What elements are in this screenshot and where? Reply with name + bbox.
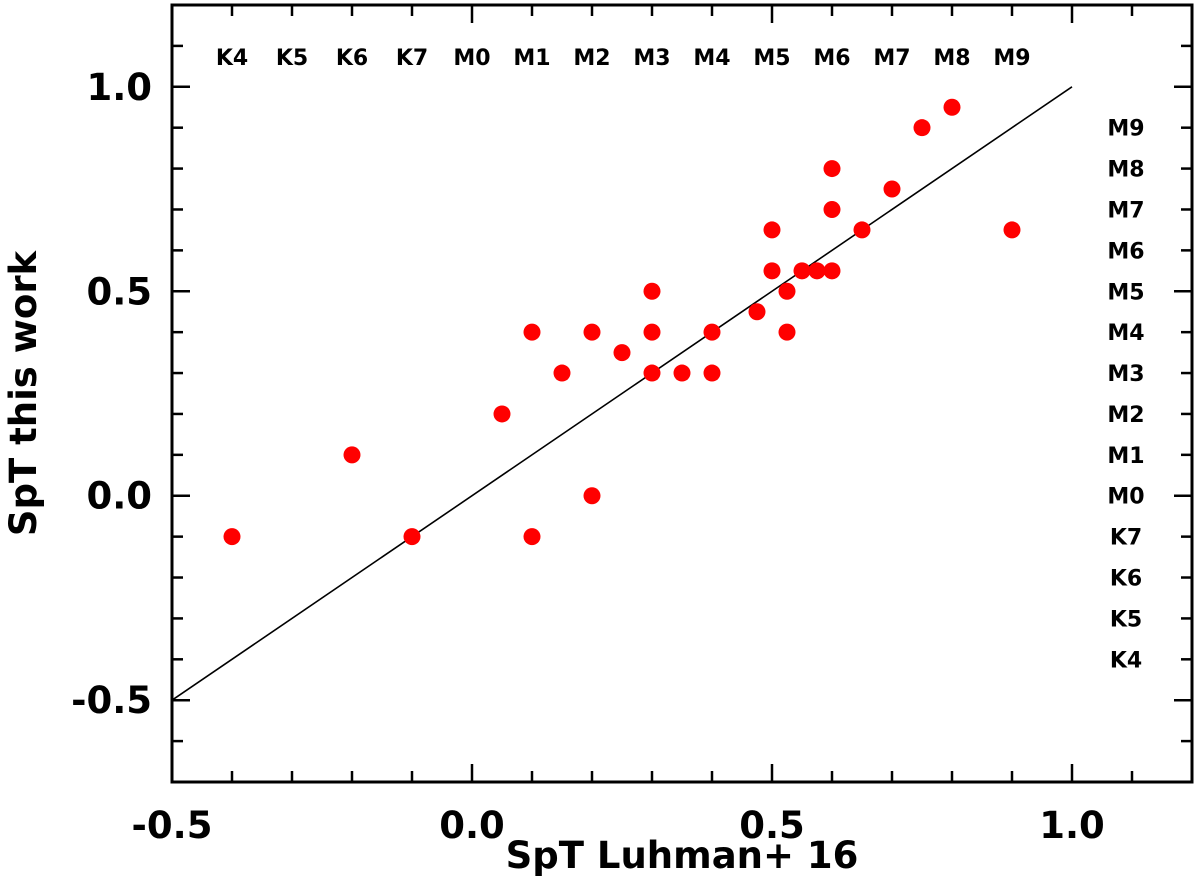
right-spt-label: M7 (1107, 198, 1144, 223)
right-spt-label: M5 (1107, 280, 1144, 305)
top-spt-label: M0 (453, 46, 490, 71)
top-spt-label: M4 (693, 46, 730, 71)
data-point (823, 262, 841, 280)
data-point (763, 262, 781, 280)
data-point (643, 323, 661, 341)
top-spt-label: M8 (933, 46, 970, 71)
top-spt-label: M2 (573, 46, 610, 71)
y-tick-label: 0.5 (86, 270, 152, 313)
data-point (808, 262, 826, 280)
right-spt-label: K4 (1110, 648, 1142, 673)
top-spt-label: M1 (513, 46, 550, 71)
data-point (763, 221, 781, 239)
top-spt-label: M9 (993, 46, 1030, 71)
right-spt-label: M8 (1107, 158, 1144, 183)
right-spt-label: M9 (1107, 117, 1144, 142)
reference-line-group (171, 86, 1073, 701)
data-point (703, 364, 721, 382)
top-spt-label: K5 (276, 46, 308, 71)
data-point (943, 98, 961, 116)
data-point (583, 323, 601, 341)
data-points (223, 98, 1021, 546)
top-spt-label: M6 (813, 46, 850, 71)
right-spt-label: M1 (1107, 444, 1144, 469)
right-spt-label: M0 (1107, 485, 1144, 510)
data-point (553, 364, 571, 382)
right-spt-label: K5 (1110, 607, 1142, 632)
data-point (703, 323, 721, 341)
data-point (493, 405, 511, 423)
data-point (748, 303, 766, 321)
data-point (1003, 221, 1021, 239)
data-point (793, 262, 811, 280)
x-tick-label: 0.0 (439, 804, 505, 847)
tick-marks (170, 3, 1194, 784)
top-spt-label: M3 (633, 46, 670, 71)
top-spt-label: M7 (873, 46, 910, 71)
right-spt-label: M2 (1107, 403, 1144, 428)
y-tick-label: -0.5 (71, 679, 152, 722)
top-spt-label: K7 (396, 46, 428, 71)
data-point (778, 323, 796, 341)
data-point (523, 323, 541, 341)
right-spt-label: M6 (1107, 239, 1144, 264)
x-tick-label: 1.0 (1039, 804, 1105, 847)
right-spt-label: K6 (1110, 567, 1142, 592)
data-point (343, 446, 361, 464)
data-point (673, 364, 691, 382)
right-spt-label: K7 (1110, 526, 1142, 551)
y-tick-label: 0.0 (86, 475, 152, 518)
data-point (823, 160, 841, 178)
tick-labels: -0.5 0.0 0.5 1.0 -0.5 0.0 0.5 1.0 K4 K5 K6 K7 M0 M1 M2… (71, 46, 1145, 847)
data-point (778, 282, 796, 300)
data-point (643, 364, 661, 382)
top-spt-label: K6 (336, 46, 368, 71)
x-tick-label: -0.5 (132, 804, 213, 847)
data-point (583, 487, 601, 505)
y-axis-title: SpT this work (2, 249, 45, 536)
data-point (643, 282, 661, 300)
data-point (403, 528, 421, 546)
right-spt-label: M3 (1107, 362, 1144, 387)
top-spt-label: K4 (216, 46, 248, 71)
data-point (523, 528, 541, 546)
data-point (913, 119, 931, 137)
top-spt-label: M5 (753, 46, 790, 71)
plot-frame (170, 3, 1194, 784)
data-point (613, 344, 631, 362)
data-point (853, 221, 871, 239)
data-point (823, 200, 841, 218)
data-point (223, 528, 241, 546)
data-point (883, 180, 901, 198)
x-tick-label: 0.5 (739, 804, 805, 847)
y-tick-label: 1.0 (86, 66, 152, 109)
x-axis-title: SpT Luhman+ 16 (506, 834, 859, 877)
right-spt-label: M4 (1107, 321, 1144, 346)
one-to-one-line (171, 86, 1073, 701)
